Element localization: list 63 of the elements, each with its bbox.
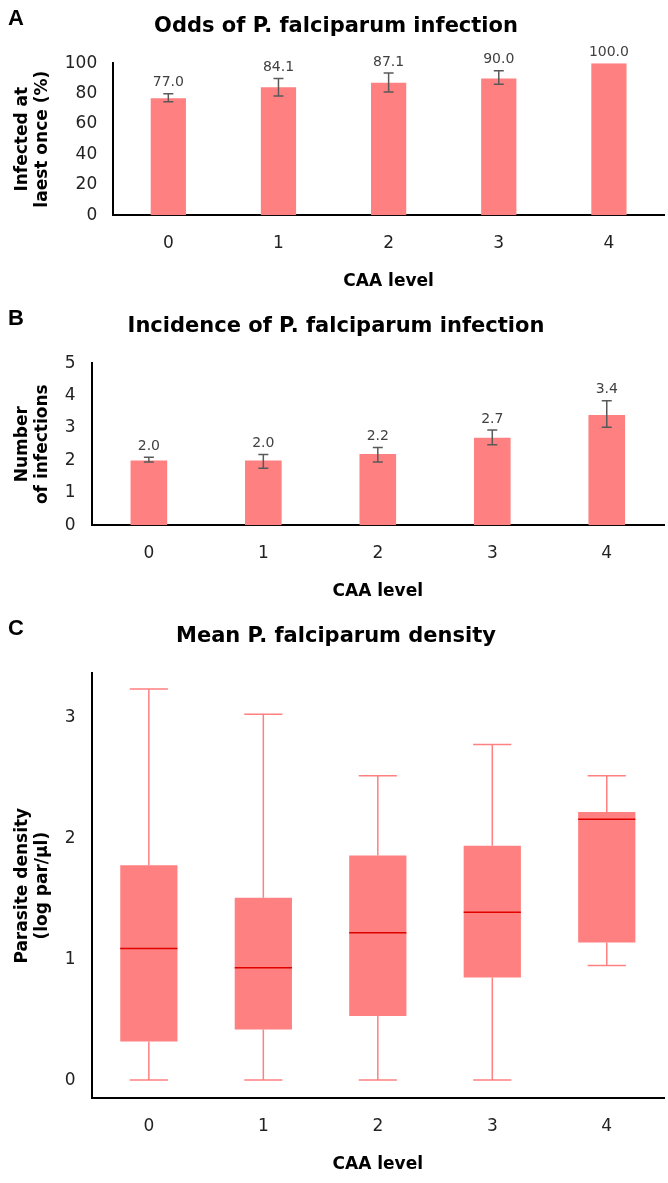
y-tick-label: 1 — [64, 481, 76, 502]
bar — [245, 460, 282, 526]
data-label: 2.7 — [481, 409, 504, 426]
data-label: 2.0 — [137, 436, 160, 453]
bar — [591, 63, 627, 216]
x-tick-label: 3 — [486, 541, 498, 562]
y-axis-title: Parasite density (log par/µl) — [10, 807, 52, 964]
x-tick-label: 2 — [383, 231, 395, 252]
chart-title: Incidence of P. falciparum infection — [127, 313, 545, 338]
bar — [481, 78, 517, 216]
x-tick-label: 1 — [273, 231, 284, 252]
x-tick-label: 1 — [257, 541, 269, 562]
y-tick-label: 40 — [75, 142, 98, 163]
y-tick-label: 2 — [64, 448, 76, 469]
text: C — [8, 615, 24, 641]
x-axis-title: CAA level — [332, 580, 424, 601]
x-tick-label: 0 — [143, 541, 155, 562]
y-axis-title: Infected at laest once (%) — [10, 70, 52, 208]
data-label: 90.0 — [483, 50, 515, 67]
chart-title: Mean P. falciparum density — [176, 623, 497, 648]
bar — [359, 453, 397, 526]
x-tick-label: 2 — [372, 541, 384, 562]
x-tick-label: 3 — [486, 1114, 498, 1135]
x-tick-label: 1 — [257, 1114, 269, 1135]
y-tick-label: 3 — [64, 416, 76, 437]
y-tick-label: 0 — [86, 203, 98, 224]
bar — [588, 415, 626, 526]
x-axis-title: CAA level — [332, 1153, 424, 1174]
bar — [150, 98, 186, 216]
data-label: 2.0 — [252, 434, 275, 451]
x-tick-label: 0 — [162, 231, 174, 252]
data-label: 87.1 — [373, 52, 405, 69]
text: A — [8, 5, 24, 31]
data-label: 77.0 — [152, 73, 184, 90]
y-tick-label: 1 — [64, 947, 76, 968]
x-tick-label: 3 — [493, 231, 505, 252]
bar — [473, 437, 511, 526]
data-label: 3.4 — [595, 380, 618, 397]
data-label: 100.0 — [588, 42, 629, 59]
bar — [130, 460, 168, 526]
x-tick-label: 2 — [372, 1114, 384, 1135]
y-tick-label: 2 — [64, 827, 76, 848]
chart-title: Odds of P. falciparum infection — [154, 13, 518, 38]
x-axis-title: CAA level — [343, 270, 434, 291]
x-tick-label: 4 — [601, 1114, 613, 1135]
y-tick-label: 5 — [64, 351, 76, 372]
text: B — [8, 305, 24, 331]
y-tick-label: 60 — [75, 112, 98, 133]
y-tick-label: 0 — [64, 513, 76, 534]
y-tick-label: 80 — [75, 82, 98, 103]
x-tick-label: 4 — [601, 541, 613, 562]
data-label: 84.1 — [262, 58, 295, 75]
y-tick-label: 4 — [64, 384, 76, 405]
bar — [371, 82, 407, 216]
data-label: 2.2 — [366, 427, 389, 444]
x-tick-label: 4 — [603, 231, 615, 252]
y-tick-label: 0 — [64, 1068, 76, 1089]
y-tick-label: 20 — [75, 173, 98, 194]
x-tick-label: 0 — [143, 1114, 155, 1135]
y-tick-label: 100 — [64, 51, 98, 72]
bar — [260, 87, 297, 216]
y-axis-title: Number of infections — [10, 384, 52, 505]
y-tick-label: 3 — [64, 706, 76, 727]
